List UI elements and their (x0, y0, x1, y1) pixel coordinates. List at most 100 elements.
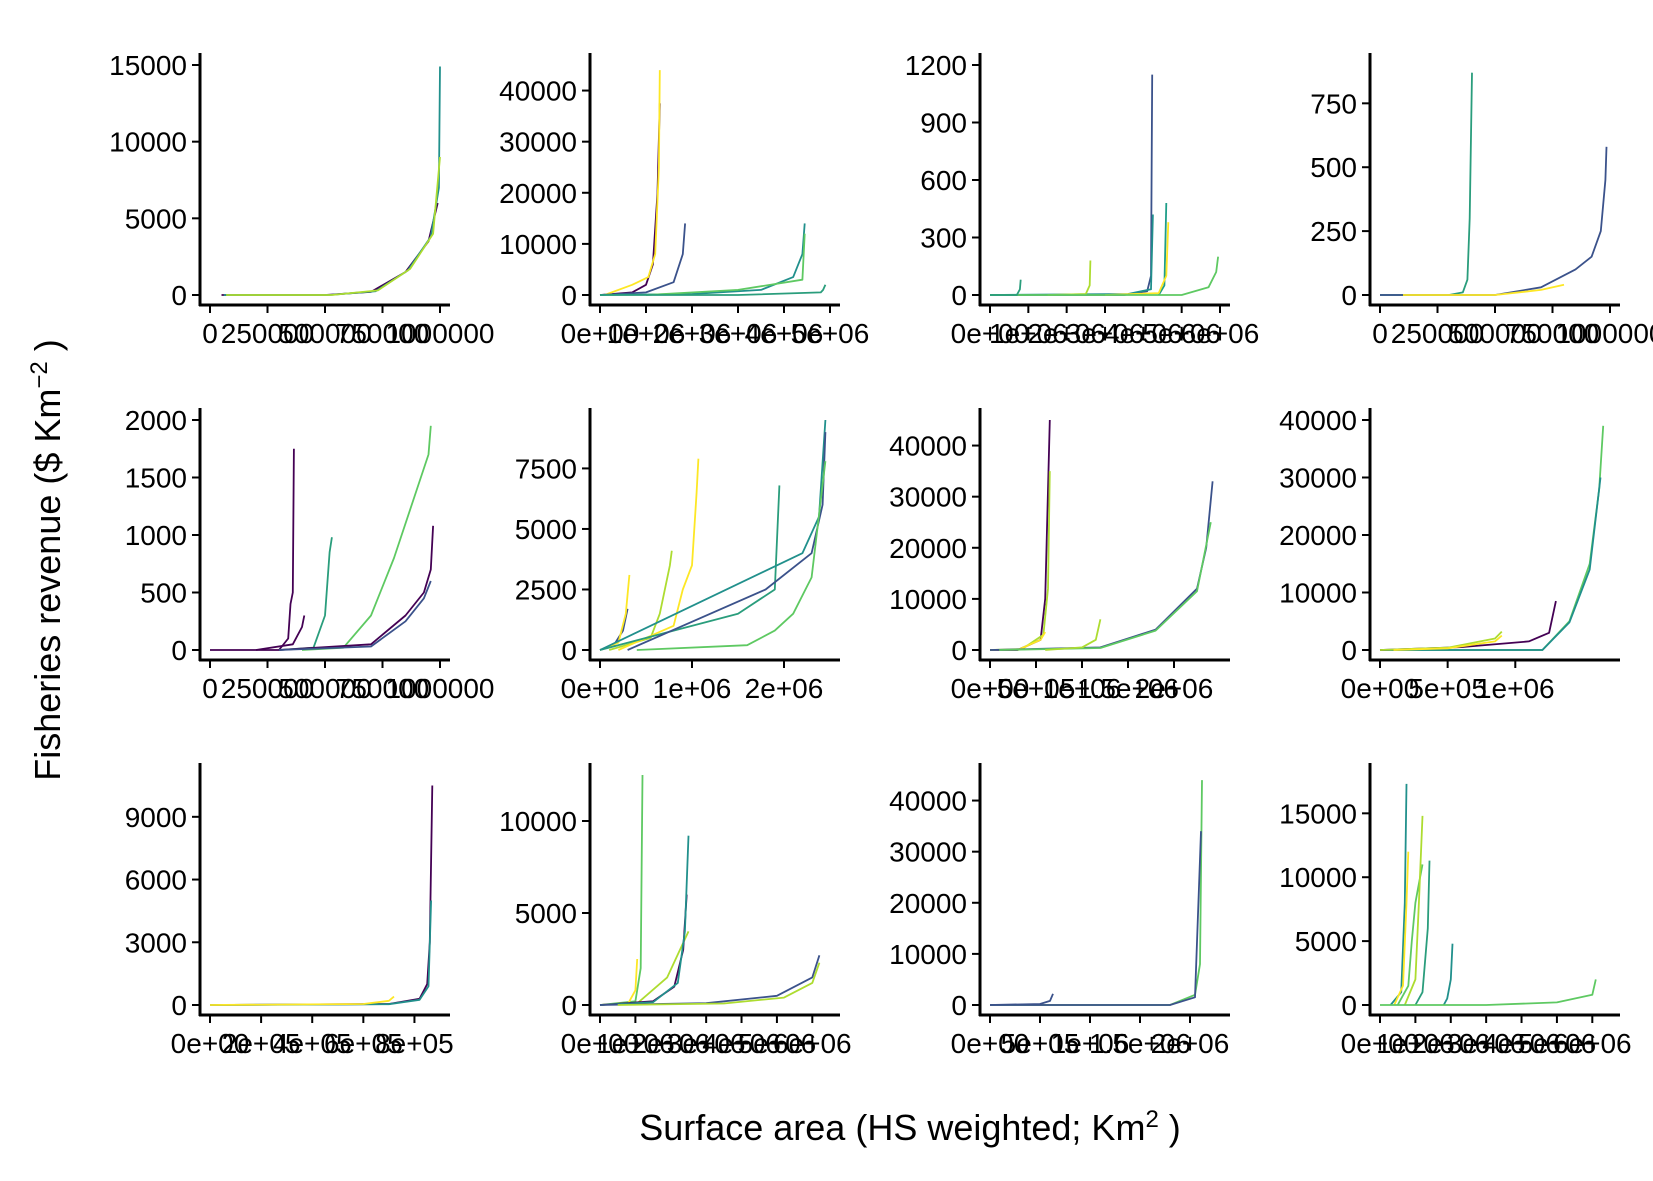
series-line (1393, 634, 1503, 651)
x-tick-label: 2e+06 (1151, 1028, 1230, 1059)
series-line (278, 537, 333, 651)
x-tick-label: 1e+06 (1043, 673, 1122, 704)
x-tick-label: 3e+06 (1066, 318, 1145, 349)
y-tick-label: 0 (951, 635, 967, 666)
y-tick-label: 0 (561, 635, 577, 666)
y-tick-label: 10000 (1279, 862, 1357, 893)
y-axis-title: Fisheries revenue ($ Km−2 ) (26, 339, 68, 781)
series-line (301, 425, 432, 651)
panel-title: Southern Ocean (1389, 20, 1600, 52)
x-tick-label: 2e+06 (631, 1028, 710, 1059)
series-line (278, 525, 434, 651)
y-tick-label: 20000 (1279, 520, 1357, 551)
y-tick-label: 40000 (499, 76, 577, 107)
series-line (1104, 222, 1170, 296)
y-tick-label: 30000 (889, 837, 967, 868)
y-tick-label: 10000 (499, 229, 577, 260)
series-line (989, 993, 1054, 1006)
series-line (1403, 815, 1424, 1006)
x-tick-label: 250000 (221, 318, 314, 349)
series-line (989, 214, 1154, 296)
x-tick-label: 0e+00 (1341, 673, 1420, 704)
y-tick-label: 20000 (889, 888, 967, 919)
y-tick-label: 40000 (889, 431, 967, 462)
series-line (599, 485, 781, 651)
series-line (990, 419, 1051, 651)
series-line (210, 448, 295, 651)
y-tick-label: 250 (1310, 216, 1357, 247)
series-line (1379, 600, 1557, 651)
series-line (990, 279, 1022, 296)
panel-9: Temperate Southern Africa 0 3000 6000 9000 0e… (125, 730, 497, 1059)
x-tick-label: 500000 (278, 673, 371, 704)
x-tick-label: 5e+05 (1408, 673, 1487, 704)
y-tick-label: 10000 (889, 584, 967, 615)
series-line (645, 233, 806, 296)
x-tick-label: 5e+05 (1001, 1028, 1080, 1059)
panel-title: Tropical Eastern Pacific (953, 730, 1257, 762)
series-line (604, 70, 661, 296)
x-tick-label: 4e+06 (1104, 318, 1183, 349)
x-tick-label: 5e+06 (791, 318, 870, 349)
y-tick-label: 300 (920, 223, 967, 254)
panel-title: Tropical Atlantic (613, 730, 817, 762)
series-line (1047, 260, 1092, 296)
series-line (600, 284, 827, 296)
panel-title: Temperate Southern Africa (153, 730, 497, 762)
series-line (1403, 283, 1565, 296)
x-tick-label: 3e+06 (699, 318, 778, 349)
x-tick-label: 6e+05 (324, 1028, 403, 1059)
y-tick-label: 0 (171, 280, 187, 311)
x-tick-label: 0e+00 (561, 318, 640, 349)
series-line (209, 995, 395, 1006)
x-tick-label: 500000 (278, 318, 371, 349)
series-line (636, 461, 827, 651)
series-line (1379, 630, 1503, 651)
panel-8: Temperate South America 0 10000 20000 30000 4… (1279, 375, 1653, 704)
y-tick-label: 0 (1341, 635, 1357, 666)
y-tick-label: 500 (1310, 152, 1357, 183)
x-tick-label: 0e+00 (951, 673, 1030, 704)
y-tick-label: 500 (140, 578, 187, 609)
y-tick-label: 750 (1310, 88, 1357, 119)
x-tick-label: 1e+06 (653, 673, 732, 704)
y-tick-label: 0 (951, 280, 967, 311)
x-tick-label: 3e+06 (1447, 1028, 1526, 1059)
y-tick-label: 0 (1341, 280, 1357, 311)
y-tick-label: 2500 (515, 574, 577, 605)
x-tick-label: 0e+00 (171, 1028, 250, 1059)
x-tick-label: 0e+00 (561, 1028, 640, 1059)
x-tick-label: 1e+06 (1476, 673, 1555, 704)
x-tick-label: 750000 (1506, 318, 1599, 349)
x-tick-label: 1e+06 (1051, 1028, 1130, 1059)
x-tick-label: 2e+06 (1027, 318, 1106, 349)
y-tick-label: 5000 (515, 898, 577, 929)
panel-7: Temperate Northern Pacific 0 10000 20000 300… (889, 406, 1234, 704)
series-line (1389, 783, 1408, 1006)
x-tick-label: 5e+06 (738, 1028, 817, 1059)
panel-10: Tropical Atlantic 0 5000 10000 0e+001e+062e+… (499, 730, 852, 1059)
x-tick-label: 1.5e+06 (1089, 1028, 1191, 1059)
series-line (255, 615, 306, 651)
panel-2: Central Indo-Pacific 0 10000 20000 30000 4000… (499, 51, 870, 349)
y-tick-label: 9000 (125, 802, 187, 833)
x-tick-label: 500000 (1448, 318, 1541, 349)
y-tick-label: 0 (171, 635, 187, 666)
y-tick-label: 1000 (125, 520, 187, 551)
y-tick-label: 0 (1341, 990, 1357, 1021)
x-tick-label: 2e+05 (222, 1028, 301, 1059)
panel-title: Temperate South America (1328, 375, 1653, 407)
x-tick-label: 0e+00 (561, 673, 640, 704)
x-tick-label: 1e+06 (1376, 1028, 1455, 1059)
x-tick-label: 1e+06 (596, 1028, 675, 1059)
series-line (599, 835, 690, 1006)
series-line (1157, 202, 1168, 296)
y-tick-label: 900 (920, 108, 967, 139)
y-tick-label: 30000 (1279, 463, 1357, 494)
series-line (1380, 979, 1597, 1006)
panel-3: Eastern Indo-Pacific 0 300 600 900 1200 0e+001… (905, 50, 1260, 349)
x-tick-label: 6e+06 (1181, 318, 1260, 349)
y-tick-label: 1200 (905, 50, 967, 81)
